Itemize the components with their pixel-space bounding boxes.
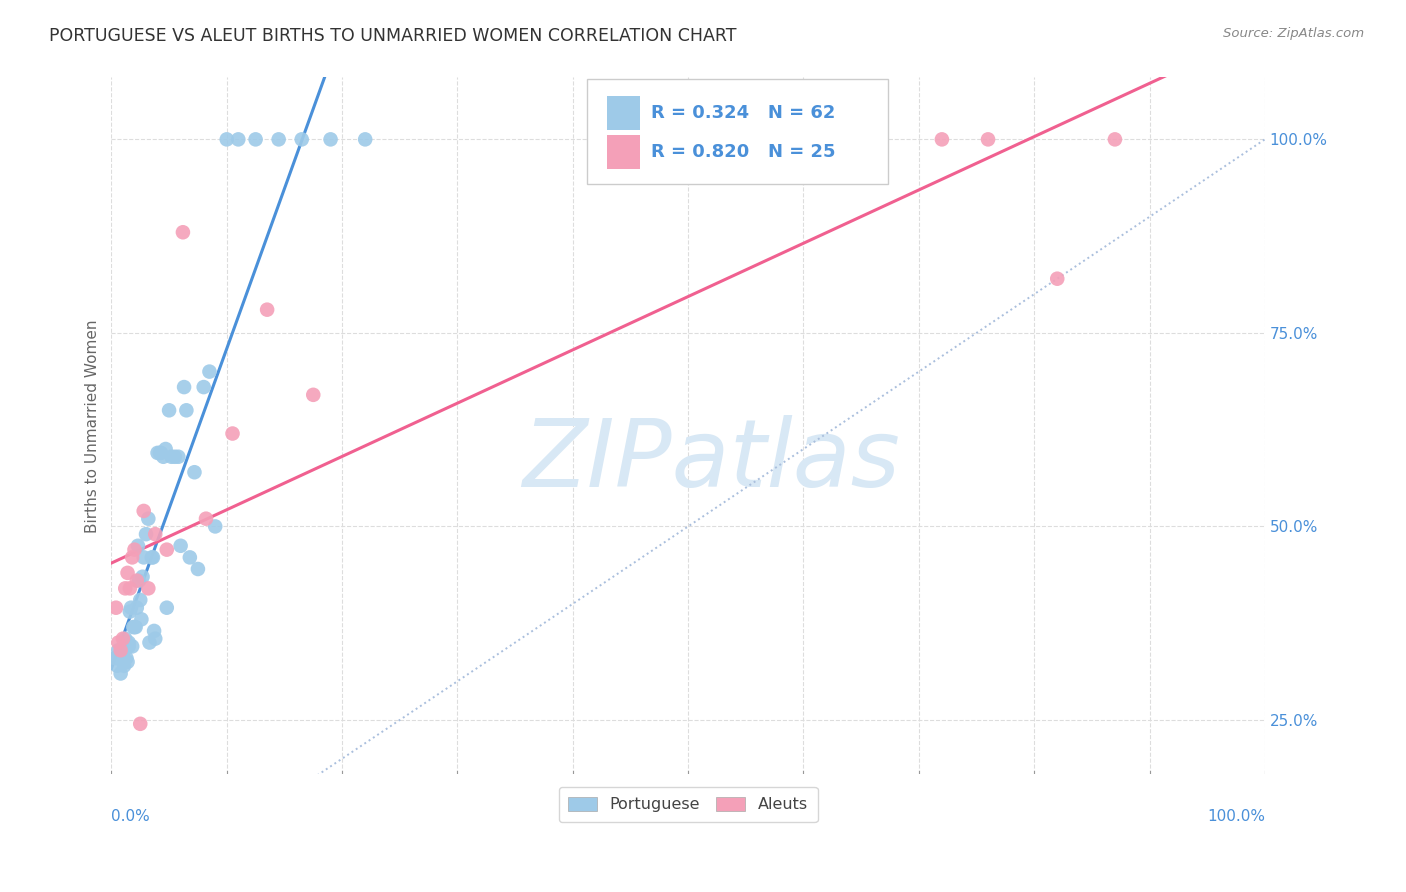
Point bbox=[291, 132, 314, 146]
Point bbox=[105, 600, 128, 615]
Point bbox=[193, 380, 215, 394]
Point bbox=[117, 655, 139, 669]
Point bbox=[110, 643, 132, 657]
Point bbox=[111, 651, 134, 665]
Point bbox=[125, 574, 148, 588]
Point bbox=[167, 450, 190, 464]
Text: 0.0%: 0.0% bbox=[111, 809, 150, 824]
Point bbox=[112, 658, 135, 673]
Point bbox=[792, 132, 814, 146]
Point bbox=[160, 450, 183, 464]
Point bbox=[163, 450, 186, 464]
Point bbox=[127, 539, 149, 553]
Point bbox=[115, 651, 138, 665]
Point bbox=[114, 640, 136, 654]
Point bbox=[121, 550, 143, 565]
Point bbox=[319, 132, 342, 146]
Point bbox=[118, 582, 141, 596]
Point bbox=[141, 550, 163, 565]
Point bbox=[124, 620, 146, 634]
Point bbox=[267, 132, 290, 146]
Point bbox=[183, 465, 205, 479]
Point bbox=[157, 403, 180, 417]
Point bbox=[111, 643, 134, 657]
Point bbox=[122, 620, 145, 634]
Point bbox=[354, 132, 377, 146]
Point bbox=[125, 600, 148, 615]
Point bbox=[156, 600, 179, 615]
Point bbox=[215, 132, 238, 146]
Text: R = 0.324   N = 62: R = 0.324 N = 62 bbox=[651, 103, 835, 121]
Legend: Portuguese, Aleuts: Portuguese, Aleuts bbox=[558, 787, 817, 822]
Point bbox=[128, 574, 150, 588]
Point bbox=[931, 132, 953, 146]
Point bbox=[107, 635, 129, 649]
Point bbox=[105, 658, 128, 673]
FancyBboxPatch shape bbox=[586, 78, 887, 184]
Point bbox=[131, 612, 153, 626]
Point bbox=[117, 566, 139, 580]
Point bbox=[977, 132, 1000, 146]
Point bbox=[172, 225, 194, 239]
Point bbox=[152, 450, 174, 464]
Y-axis label: Births to Unmarried Women: Births to Unmarried Women bbox=[86, 319, 100, 533]
Point bbox=[111, 632, 134, 646]
Point bbox=[302, 388, 325, 402]
Point bbox=[256, 302, 278, 317]
Point bbox=[111, 647, 134, 661]
Text: 100.0%: 100.0% bbox=[1206, 809, 1265, 824]
Point bbox=[129, 716, 152, 731]
Point bbox=[124, 620, 146, 634]
Point bbox=[121, 640, 143, 654]
Point bbox=[114, 582, 136, 596]
Point bbox=[1046, 271, 1069, 285]
Text: R = 0.820   N = 25: R = 0.820 N = 25 bbox=[651, 143, 835, 161]
Point bbox=[132, 504, 155, 518]
Point bbox=[150, 446, 173, 460]
Point bbox=[142, 550, 165, 565]
Point bbox=[179, 550, 201, 565]
Point bbox=[169, 539, 191, 553]
Point bbox=[155, 442, 177, 456]
Point bbox=[118, 635, 141, 649]
Point bbox=[131, 570, 153, 584]
Point bbox=[136, 582, 159, 596]
Point bbox=[110, 666, 132, 681]
Text: PORTUGUESE VS ALEUT BIRTHS TO UNMARRIED WOMEN CORRELATION CHART: PORTUGUESE VS ALEUT BIRTHS TO UNMARRIED … bbox=[49, 27, 737, 45]
Point bbox=[136, 511, 159, 525]
Point bbox=[132, 550, 155, 565]
Text: ZIPatlas: ZIPatlas bbox=[522, 415, 900, 506]
Point bbox=[143, 632, 166, 646]
Point bbox=[204, 519, 226, 533]
Point bbox=[107, 643, 129, 657]
Point bbox=[108, 651, 131, 665]
Point bbox=[221, 426, 243, 441]
Point bbox=[124, 542, 146, 557]
Point bbox=[245, 132, 267, 146]
Point bbox=[1104, 132, 1126, 146]
Point bbox=[149, 446, 172, 460]
Point bbox=[198, 365, 221, 379]
Point bbox=[114, 632, 136, 646]
FancyBboxPatch shape bbox=[607, 95, 640, 129]
Point bbox=[118, 605, 141, 619]
Point bbox=[120, 600, 142, 615]
Point bbox=[129, 593, 152, 607]
Point bbox=[176, 403, 198, 417]
Point bbox=[143, 624, 166, 638]
Point bbox=[146, 446, 169, 460]
Point bbox=[226, 132, 249, 146]
Point bbox=[104, 651, 127, 665]
Text: Source: ZipAtlas.com: Source: ZipAtlas.com bbox=[1223, 27, 1364, 40]
Point bbox=[138, 635, 160, 649]
Point bbox=[118, 640, 141, 654]
Point bbox=[173, 380, 195, 394]
Point bbox=[156, 542, 179, 557]
Point bbox=[135, 527, 157, 541]
Point bbox=[187, 562, 209, 576]
FancyBboxPatch shape bbox=[607, 136, 640, 169]
Point bbox=[143, 527, 166, 541]
Point bbox=[195, 511, 218, 525]
Point bbox=[105, 651, 128, 665]
